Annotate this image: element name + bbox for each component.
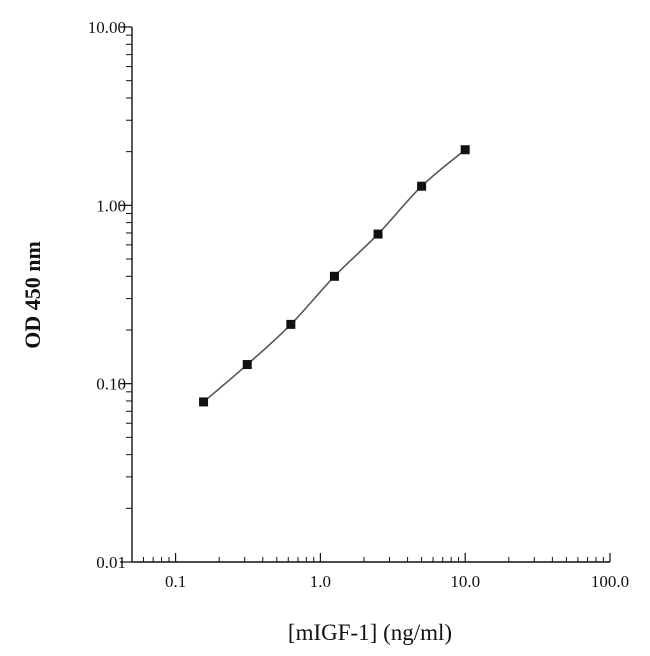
x-tick-label: 0.1 bbox=[165, 572, 186, 591]
data-point-marker bbox=[460, 145, 470, 155]
x-tick-label: 100.0 bbox=[591, 572, 629, 591]
data-point-marker bbox=[373, 229, 383, 239]
x-axis-title: [mIGF-1] (ng/ml) bbox=[288, 620, 452, 645]
x-tick-label: 1.0 bbox=[310, 572, 331, 591]
series bbox=[199, 145, 470, 407]
y-tick-label: 10.00 bbox=[88, 18, 126, 37]
y-tick-label: 0.10 bbox=[96, 375, 126, 394]
axes bbox=[131, 27, 610, 563]
y-tick-label: 0.01 bbox=[96, 553, 126, 572]
y-tick-label: 1.00 bbox=[96, 196, 126, 215]
ticks bbox=[120, 26, 611, 563]
data-point-marker bbox=[417, 181, 427, 191]
tick-labels: 0.01 0.10 1.00 10.00 0.1 1.0 10.0 100.0 bbox=[88, 18, 629, 591]
x-tick-label: 10.0 bbox=[450, 572, 480, 591]
data-point-marker bbox=[199, 397, 209, 407]
data-point-marker bbox=[242, 360, 252, 370]
data-point-marker bbox=[286, 319, 296, 329]
y-axis-title: OD 450 nm bbox=[20, 241, 45, 349]
data-point-marker bbox=[329, 271, 339, 281]
